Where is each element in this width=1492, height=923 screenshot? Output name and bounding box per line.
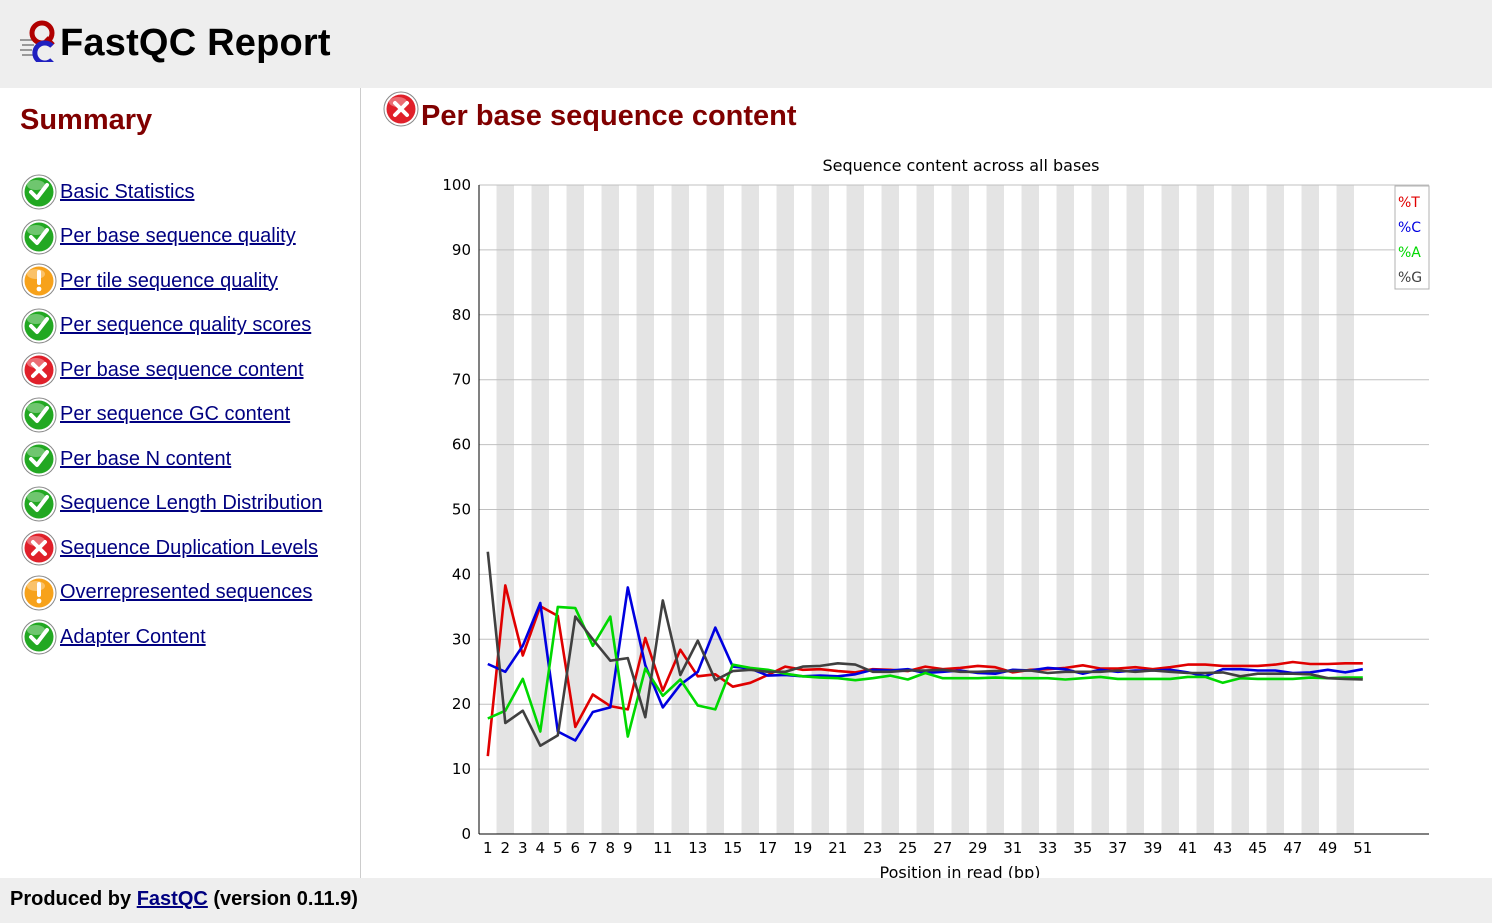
x-tick-label: 37 bbox=[1108, 839, 1127, 857]
summary-panel: Summary Basic Statistics Per base sequenc… bbox=[0, 88, 361, 878]
x-tick-label: 41 bbox=[1178, 839, 1197, 857]
y-tick-label: 20 bbox=[452, 695, 471, 713]
legend-entry: %G bbox=[1398, 270, 1422, 286]
summary-item: Basic Statistics bbox=[20, 170, 322, 215]
x-tick-label: 17 bbox=[758, 839, 777, 857]
summary-item: Overrepresented sequences bbox=[20, 571, 322, 616]
x-tick-label: 3 bbox=[518, 839, 528, 857]
summary-item: Sequence Duplication Levels bbox=[20, 526, 322, 571]
fastqc-logo-icon bbox=[20, 20, 55, 62]
summary-link[interactable]: Sequence Duplication Levels bbox=[60, 536, 318, 559]
fastqc-link[interactable]: FastQC bbox=[136, 888, 208, 910]
summary-link[interactable]: Overrepresented sequences bbox=[60, 581, 313, 604]
footer-text: Produced by FastQC (version 0.11.9) bbox=[10, 888, 358, 911]
y-tick-label: 100 bbox=[442, 176, 471, 194]
x-tick-label: 31 bbox=[1003, 839, 1022, 857]
x-tick-label: 19 bbox=[793, 839, 812, 857]
x-tick-label: 33 bbox=[1038, 839, 1057, 857]
summary-link[interactable]: Sequence Length Distribution bbox=[60, 492, 323, 515]
summary-item: Per base sequence quality bbox=[20, 215, 322, 260]
x-tick-label: 25 bbox=[898, 839, 917, 857]
x-tick-label: 4 bbox=[535, 839, 545, 857]
x-tick-label: 29 bbox=[968, 839, 987, 857]
x-tick-label: 35 bbox=[1073, 839, 1092, 857]
x-tick-label: 13 bbox=[688, 839, 707, 857]
summary-item: Adapter Content bbox=[20, 615, 322, 660]
summary-link[interactable]: Adapter Content bbox=[60, 625, 206, 648]
x-tick-label: 23 bbox=[863, 839, 882, 857]
report-footer: Produced by FastQC (version 0.11.9) bbox=[0, 878, 1492, 923]
x-tick-label: 27 bbox=[933, 839, 952, 857]
y-tick-label: 50 bbox=[452, 501, 471, 519]
summary-item: Per sequence quality scores bbox=[20, 304, 322, 349]
report-header: FastQC Report bbox=[0, 0, 1492, 88]
pass-status-icon bbox=[21, 486, 57, 522]
warn-status-icon bbox=[21, 575, 57, 611]
summary-item: Per base sequence content bbox=[20, 348, 322, 393]
pass-status-icon bbox=[21, 174, 57, 210]
pass-status-icon bbox=[21, 308, 57, 344]
fail-status-icon bbox=[21, 530, 57, 566]
summary-link[interactable]: Per tile sequence quality bbox=[60, 269, 278, 292]
x-tick-label: 6 bbox=[570, 839, 580, 857]
legend-box bbox=[1394, 185, 1430, 290]
x-tick-label: 2 bbox=[500, 839, 510, 857]
summary-item: Per base N content bbox=[20, 437, 322, 482]
x-tick-label: 47 bbox=[1283, 839, 1302, 857]
y-tick-label: 0 bbox=[461, 825, 471, 843]
series-line bbox=[486, 584, 1363, 757]
chart-title: Sequence content across all bases bbox=[823, 156, 1100, 175]
legend-entry: %C bbox=[1398, 220, 1421, 236]
summary-link[interactable]: Per base sequence content bbox=[60, 358, 304, 381]
pass-status-icon bbox=[21, 397, 57, 433]
x-tick-label: 15 bbox=[723, 839, 742, 857]
x-tick-label: 5 bbox=[553, 839, 563, 857]
summary-link[interactable]: Per sequence quality scores bbox=[60, 314, 312, 337]
x-tick-label: 49 bbox=[1318, 839, 1337, 857]
footer-prefix: Produced by bbox=[10, 888, 132, 910]
y-tick-label: 60 bbox=[452, 436, 471, 454]
legend-entry: %T bbox=[1398, 195, 1420, 211]
fail-status-icon bbox=[21, 352, 57, 388]
fail-status-icon bbox=[383, 91, 419, 127]
report-title: FastQC Report bbox=[60, 22, 331, 64]
pass-status-icon bbox=[21, 441, 57, 477]
summary-item: Per tile sequence quality bbox=[20, 259, 322, 304]
summary-title: Summary bbox=[20, 104, 153, 136]
summary-link[interactable]: Per base sequence quality bbox=[60, 225, 296, 248]
legend-entry: %A bbox=[1398, 245, 1421, 261]
warn-status-icon bbox=[21, 263, 57, 299]
summary-list: Basic Statistics Per base sequence qualit… bbox=[20, 170, 322, 660]
footer-version: (version 0.11.9) bbox=[213, 888, 358, 910]
x-tick-label: 21 bbox=[828, 839, 847, 857]
x-tick-label: 43 bbox=[1213, 839, 1232, 857]
summary-link[interactable]: Per base N content bbox=[60, 447, 232, 470]
x-tick-label: 1 bbox=[483, 839, 493, 857]
x-tick-label: 39 bbox=[1143, 839, 1162, 857]
series-line bbox=[486, 551, 1363, 748]
x-tick-label: 8 bbox=[605, 839, 615, 857]
y-tick-label: 10 bbox=[452, 760, 471, 778]
pass-status-icon bbox=[21, 219, 57, 255]
summary-link[interactable]: Per sequence GC content bbox=[60, 403, 291, 426]
series-line bbox=[487, 605, 1363, 738]
x-tick-label: 45 bbox=[1248, 839, 1267, 857]
x-tick-label: 9 bbox=[623, 839, 633, 857]
y-tick-label: 30 bbox=[452, 630, 471, 648]
y-tick-label: 90 bbox=[452, 241, 471, 259]
module-title: Per base sequence content bbox=[421, 100, 797, 132]
x-tick-label: 51 bbox=[1353, 839, 1372, 857]
summary-item: Sequence Length Distribution bbox=[20, 482, 322, 527]
y-tick-label: 70 bbox=[452, 371, 471, 389]
x-tick-label: 7 bbox=[588, 839, 598, 857]
y-tick-label: 40 bbox=[452, 565, 471, 583]
x-axis-label: Position in read (bp) bbox=[880, 863, 1041, 880]
summary-link[interactable]: Basic Statistics bbox=[60, 180, 195, 203]
pass-status-icon bbox=[21, 619, 57, 655]
y-tick-label: 80 bbox=[452, 306, 471, 324]
summary-item: Per sequence GC content bbox=[20, 393, 322, 438]
x-tick-label: 11 bbox=[653, 839, 672, 857]
